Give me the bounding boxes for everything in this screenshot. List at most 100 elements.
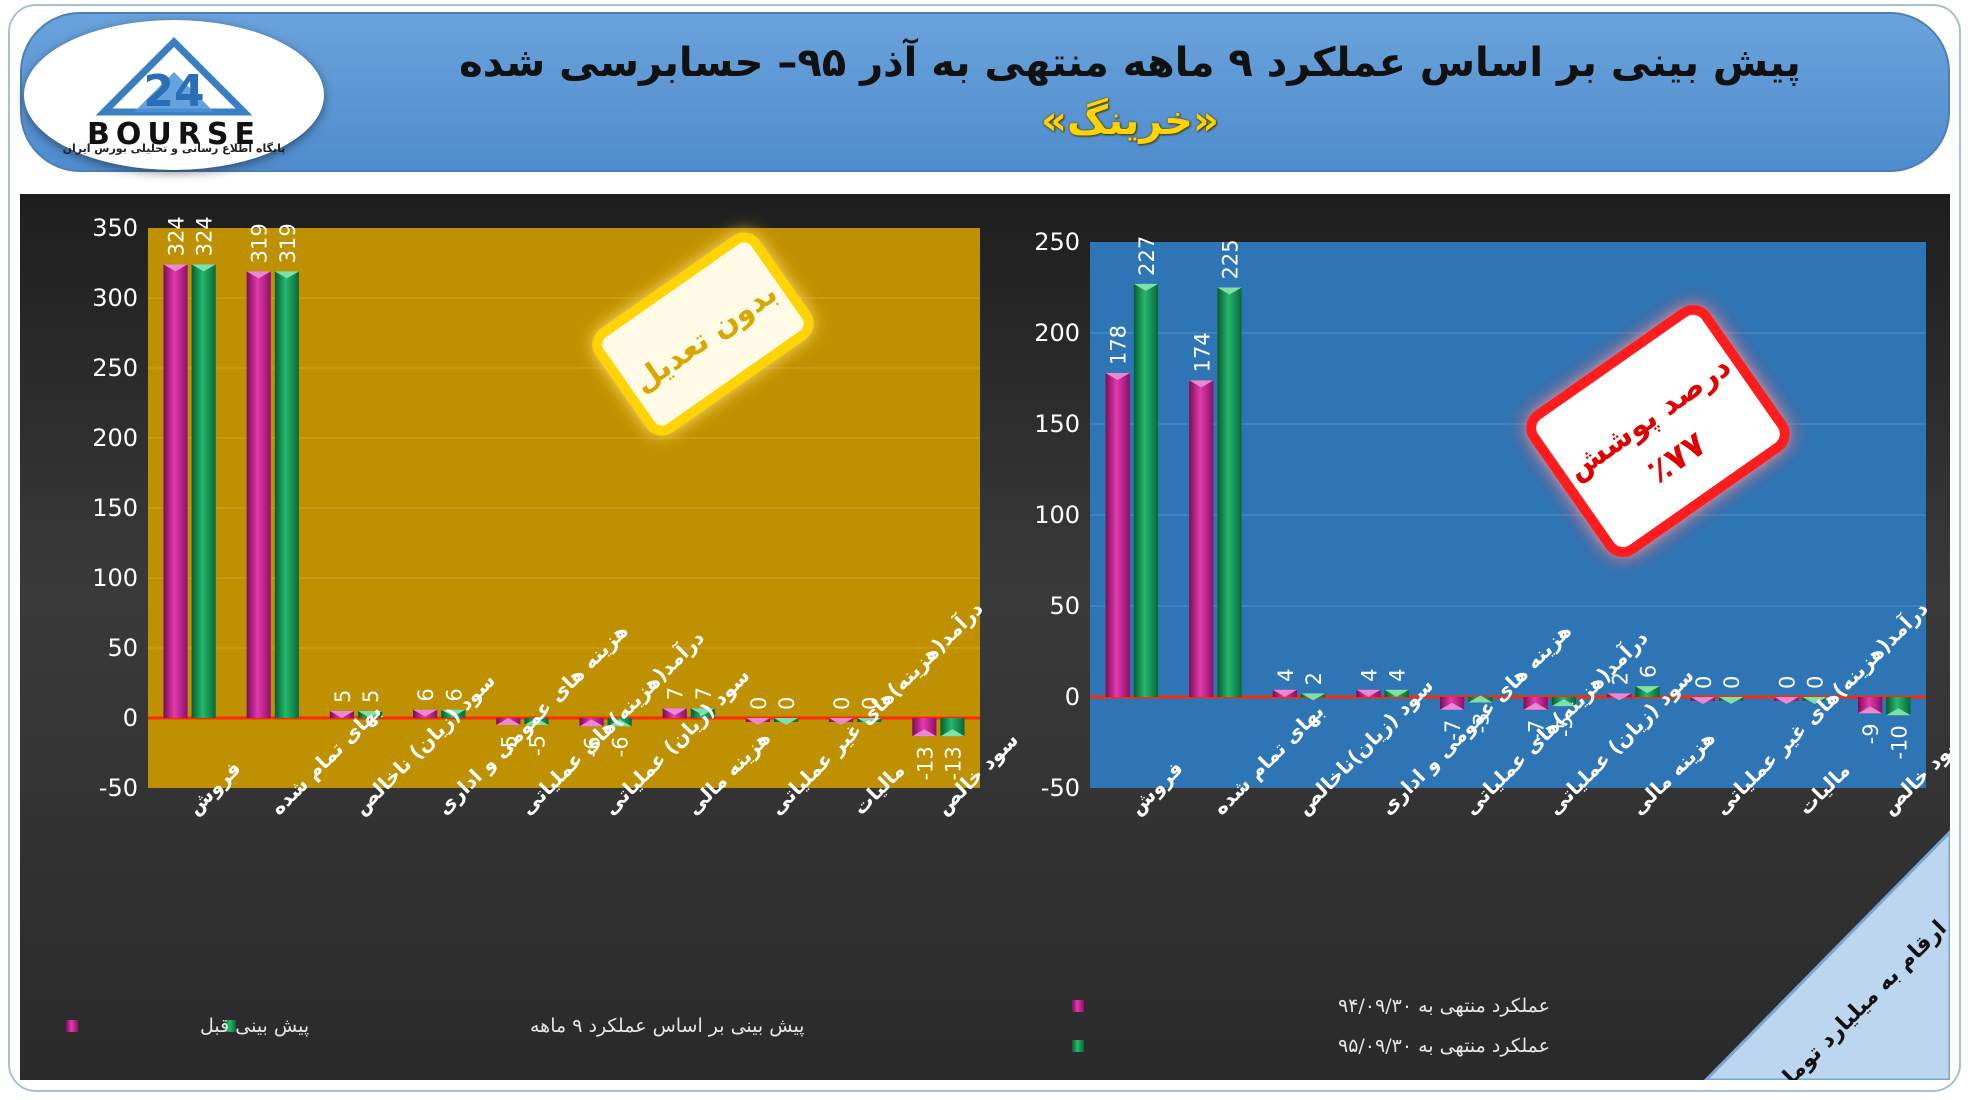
left-data-label: 0 bbox=[747, 697, 771, 710]
left-bar-cap-s2-5 bbox=[607, 719, 632, 727]
left-bar-cap-s2-9 bbox=[940, 729, 965, 737]
logo-caption: پایگاه اطلاع رسانی و تحلیلی بورس ایران bbox=[62, 142, 286, 155]
right-data-label: 225 bbox=[1219, 239, 1243, 279]
left-y-tick-label: -50 bbox=[99, 774, 138, 802]
company-symbol: «خرینگ» bbox=[1041, 98, 1219, 144]
right-data-label: 6 bbox=[1637, 665, 1661, 678]
left-bar-cap-s1-8 bbox=[829, 718, 854, 725]
left-bar-s1-0 bbox=[163, 264, 188, 718]
right-bar-cap-s1-9 bbox=[1857, 706, 1883, 714]
right-y-tick-label: 200 bbox=[1034, 319, 1080, 347]
left-data-label: 6 bbox=[442, 688, 466, 701]
logo-wordmark: BOURSE bbox=[87, 117, 261, 152]
left-bar-cap-s2-2 bbox=[358, 711, 383, 718]
right-bar-cap-s1-4 bbox=[1439, 702, 1465, 710]
left-bar-cap-s1-3 bbox=[413, 709, 438, 717]
left-data-label: -5 bbox=[525, 735, 549, 756]
left-data-label: 0 bbox=[775, 697, 799, 710]
left-data-label: 324 bbox=[165, 216, 189, 256]
right-bar-cap-s2-2 bbox=[1301, 693, 1326, 701]
right-data-label: 178 bbox=[1107, 325, 1131, 365]
legend-label-1394: عملکرد منتهی به ۹۴/۰۹/۳۰ bbox=[1338, 995, 1550, 1017]
right-bar-cap-s2-6 bbox=[1635, 686, 1660, 694]
left-y-tick-label: 250 bbox=[92, 354, 138, 382]
right-y-tick-label: 100 bbox=[1034, 501, 1080, 529]
legend-swatch-magenta-right bbox=[1072, 1000, 1084, 1012]
left-data-label: 5 bbox=[359, 690, 383, 703]
right-bar-cap-s1-8 bbox=[1774, 697, 1799, 704]
right-data-label: -7 bbox=[1441, 720, 1465, 741]
left-bar-cap-s1-4 bbox=[496, 718, 521, 725]
right-y-tick-label: 50 bbox=[1049, 592, 1080, 620]
right-bar-cap-s2-1 bbox=[1217, 287, 1242, 295]
left-bar-cap-s1-2 bbox=[329, 711, 354, 718]
right-y-tick-label: 0 bbox=[1065, 683, 1080, 711]
left-data-label: 319 bbox=[276, 223, 300, 263]
legend-swatch-magenta-left bbox=[66, 1020, 78, 1032]
right-bar-cap-s1-1 bbox=[1189, 380, 1214, 388]
right-bar-s2-9 bbox=[1886, 697, 1911, 716]
right-bar-cap-s1-3 bbox=[1356, 689, 1381, 697]
legend-swatch-green-right bbox=[1072, 1040, 1084, 1052]
right-data-label: 4 bbox=[1386, 668, 1410, 681]
left-data-label: 5 bbox=[331, 690, 355, 703]
right-bar-s1-9 bbox=[1857, 697, 1883, 714]
left-bar-cap-s2-3 bbox=[441, 709, 466, 717]
left-legend: پیش بینی بر اساس عملکرد ۹ ماهه پیش بینی … bbox=[66, 1015, 804, 1037]
left-data-label: 0 bbox=[830, 697, 854, 710]
left-y-tick-label: 100 bbox=[92, 564, 138, 592]
right-bar-cap-s1-0 bbox=[1105, 373, 1130, 381]
right-y-tick-label: -50 bbox=[1041, 774, 1080, 802]
left-data-label: -5 bbox=[497, 735, 521, 756]
left-bar-cap-s1-9 bbox=[912, 729, 937, 737]
right-bar-s2-1 bbox=[1217, 287, 1242, 697]
right-data-label: -7 bbox=[1525, 720, 1549, 741]
logo: 24 BOURSE bbox=[24, 20, 324, 170]
left-data-label: 6 bbox=[414, 688, 438, 701]
left-bar-cap-s1-5 bbox=[579, 719, 604, 727]
right-bars bbox=[1105, 283, 1911, 716]
left-bars bbox=[163, 264, 965, 737]
left-bar-cap-s1-0 bbox=[163, 264, 188, 272]
right-data-label: 4 bbox=[1274, 668, 1298, 681]
legend-label-1395: عملکرد منتهی به ۹۵/۰۹/۳۰ bbox=[1338, 1035, 1550, 1057]
right-bar-s1-1 bbox=[1189, 380, 1214, 697]
left-data-label: -13 bbox=[941, 746, 965, 780]
left-data-label: 7 bbox=[692, 687, 716, 700]
right-data-label: 2 bbox=[1608, 672, 1632, 685]
left-bar-cap-s2-7 bbox=[774, 718, 799, 725]
right-bar-cap-s1-7 bbox=[1690, 697, 1715, 704]
left-y-tick-label: 300 bbox=[92, 284, 138, 312]
left-y-tick-label: 150 bbox=[92, 494, 138, 522]
left-bar-cap-s2-4 bbox=[524, 718, 549, 725]
right-data-label: 0 bbox=[1720, 676, 1744, 689]
right-y-axis: 250 200 150 100 50 0 -50 bbox=[1034, 228, 1080, 802]
legend-swatch-green-left bbox=[224, 1020, 236, 1032]
page-title: پیش بینی بر اساس عملکرد ۹ ماهه منتهی به … bbox=[459, 40, 1801, 86]
left-bar-cap-s1-7 bbox=[745, 718, 770, 725]
right-data-label: 4 bbox=[1357, 668, 1381, 681]
logo-graphic: 24 BOURSE bbox=[87, 37, 261, 152]
right-data-label: 0 bbox=[1692, 676, 1716, 689]
right-data-label: -5 bbox=[1553, 716, 1577, 737]
right-legend: عملکرد منتهی به ۹۴/۰۹/۳۰ عملکرد منتهی به… bbox=[1072, 995, 1550, 1057]
right-data-label: 174 bbox=[1190, 332, 1214, 372]
right-data-label: 227 bbox=[1135, 236, 1159, 276]
right-data-label: 0 bbox=[1775, 676, 1799, 689]
title-banner bbox=[20, 12, 1950, 172]
left-bar-cap-s2-8 bbox=[857, 718, 882, 725]
right-bar-cap-s2-0 bbox=[1133, 283, 1159, 291]
right-bar-cap-s2-3 bbox=[1384, 689, 1409, 697]
legend-label-previous-forecast: پیش بینی قبل bbox=[200, 1015, 309, 1037]
left-y-axis: 350 300 250 200 150 100 50 0 -50 bbox=[92, 214, 138, 802]
chart-panel: 350 300 250 200 150 100 50 0 -50 324 324 319 319 5 5 6… bbox=[20, 194, 1969, 1100]
right-bar-cap-s1-6 bbox=[1607, 693, 1632, 701]
right-data-label: -3 bbox=[1469, 712, 1493, 733]
left-y-tick-label: 0 bbox=[123, 704, 138, 732]
left-bar-s1-1 bbox=[246, 271, 271, 718]
left-data-label: -13 bbox=[913, 746, 937, 780]
